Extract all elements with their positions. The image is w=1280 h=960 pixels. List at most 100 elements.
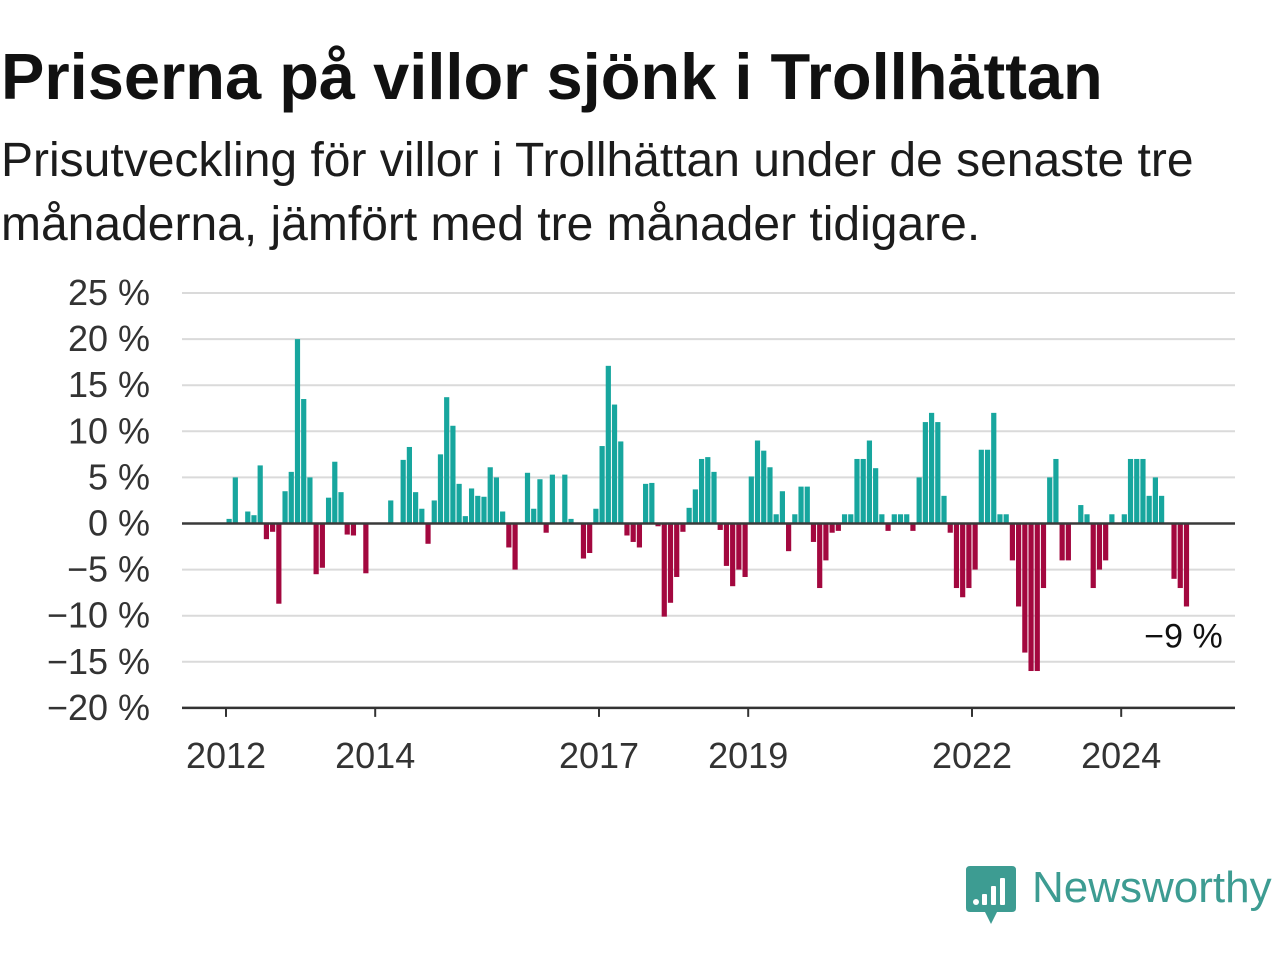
y-tick-label: −15 % [47, 641, 150, 682]
bar-2018-07 [711, 471, 717, 524]
y-tick-label: 15 % [68, 364, 150, 405]
bar-2020-08 [866, 440, 873, 524]
bar-2022-07 [1009, 523, 1016, 561]
bar-2017-11 [661, 523, 667, 617]
bar-2012-04 [245, 511, 251, 524]
bar-2012-02 [232, 477, 238, 524]
bar-2023-01 [1047, 477, 1053, 524]
bar-2024-01 [1121, 514, 1127, 524]
bar-2021-04 [916, 477, 922, 524]
bar-2018-01 [674, 523, 680, 577]
y-tick-label: 10 % [68, 410, 150, 451]
bar-2024-03 [1134, 458, 1140, 524]
bar-2018-02 [680, 523, 686, 532]
bar-2015-02 [456, 483, 462, 524]
bar-2016-01 [524, 472, 531, 524]
bar-2023-03 [1059, 523, 1065, 561]
bar-2024-10 [1177, 523, 1183, 589]
bar-2024-06 [1152, 477, 1158, 524]
bar-2012-05 [251, 515, 257, 524]
bar-2021-11 [960, 523, 966, 598]
brand-name: Newsworthy [1032, 863, 1272, 912]
bar-2019-07 [786, 523, 792, 552]
bar-2024-11 [1183, 523, 1190, 607]
bar-2015-03 [462, 516, 468, 524]
bar-2015-08 [493, 477, 500, 524]
bar-2023-07 [1084, 514, 1090, 524]
bar-2019-06 [779, 491, 785, 524]
bar-2019-10 [804, 486, 810, 524]
x-tick-label: 2024 [1081, 735, 1161, 776]
bar-2021-12 [966, 523, 972, 589]
bar-2019-02 [754, 440, 761, 524]
bar-2024-04 [1140, 458, 1146, 524]
bar-2024-05 [1146, 495, 1152, 524]
bar-2012-11 [288, 471, 294, 524]
bar-2019-09 [798, 486, 804, 524]
bar-2016-03 [537, 479, 543, 524]
bar-2018-10 [730, 523, 736, 587]
bar-2015-10 [506, 523, 512, 548]
bar-2018-06 [705, 457, 711, 524]
bar-2020-02 [829, 523, 835, 533]
bar-2019-08 [792, 514, 798, 524]
bar-2015-01 [450, 425, 456, 524]
bar-2022-12 [1040, 523, 1047, 589]
bar-2017-02 [605, 365, 611, 524]
bar-2015-09 [500, 511, 506, 524]
bar-2017-03 [611, 404, 618, 524]
bar-2023-02 [1053, 458, 1059, 524]
bar-2020-03 [835, 523, 841, 531]
bar-2019-04 [767, 467, 773, 524]
bar-2013-11 [363, 523, 369, 574]
bar-2022-03 [984, 449, 991, 524]
bar-2013-06 [332, 461, 338, 524]
bar-2014-08 [419, 508, 425, 524]
bar-2021-06 [928, 412, 935, 524]
page-title: Priserna på villor sjönk i Trollhättan [1, 40, 1103, 113]
x-tick-label: 2022 [932, 735, 1012, 776]
bar-2019-12 [817, 523, 823, 589]
bar-2018-05 [698, 458, 705, 524]
bar-2021-03 [910, 523, 916, 531]
bar-2012-12 [294, 339, 301, 524]
bar-2013-01 [301, 399, 307, 524]
bar-2022-06 [1003, 514, 1009, 524]
bar-2021-05 [922, 422, 928, 524]
bar-2022-09 [1022, 523, 1028, 653]
bar-2017-10 [655, 523, 661, 527]
bar-2019-05 [773, 514, 779, 524]
bar-2016-07 [562, 474, 568, 524]
bar-2015-05 [475, 495, 481, 524]
y-tick-label: 5 % [88, 456, 150, 497]
bar-2024-09 [1171, 523, 1177, 579]
bar-2017-01 [599, 446, 605, 524]
bar-2014-10 [431, 500, 437, 524]
bar-2015-07 [487, 467, 493, 524]
y-tick-label: 25 % [68, 272, 150, 313]
bar-2013-02 [307, 477, 313, 524]
bar-2015-06 [481, 496, 487, 524]
bar-2020-11 [885, 523, 891, 531]
bar-2013-03 [313, 523, 319, 575]
bar-2022-08 [1016, 523, 1022, 607]
bar-2017-08 [643, 483, 649, 524]
bar-2021-02 [904, 514, 910, 524]
bar-2016-02 [531, 508, 537, 524]
bar-2018-12 [742, 523, 748, 577]
bar-2017-05 [624, 523, 630, 536]
bar-2013-04 [319, 523, 325, 568]
logo-bar [991, 886, 996, 905]
page-subtitle: Prisutveckling för villor i Trollhättan … [1, 134, 1194, 251]
bar-2019-01 [748, 476, 754, 524]
y-tick-label: −20 % [47, 687, 150, 728]
bar-2014-03 [388, 500, 394, 524]
newsworthy-logo-icon [966, 866, 1016, 924]
bar-2016-11 [587, 523, 593, 553]
bar-2023-04 [1065, 523, 1071, 561]
x-tick-label: 2014 [335, 735, 415, 776]
bar-2021-08 [941, 495, 947, 524]
bar-2017-09 [649, 482, 655, 524]
bar-2020-10 [879, 514, 885, 524]
bar-2014-11 [437, 454, 444, 524]
